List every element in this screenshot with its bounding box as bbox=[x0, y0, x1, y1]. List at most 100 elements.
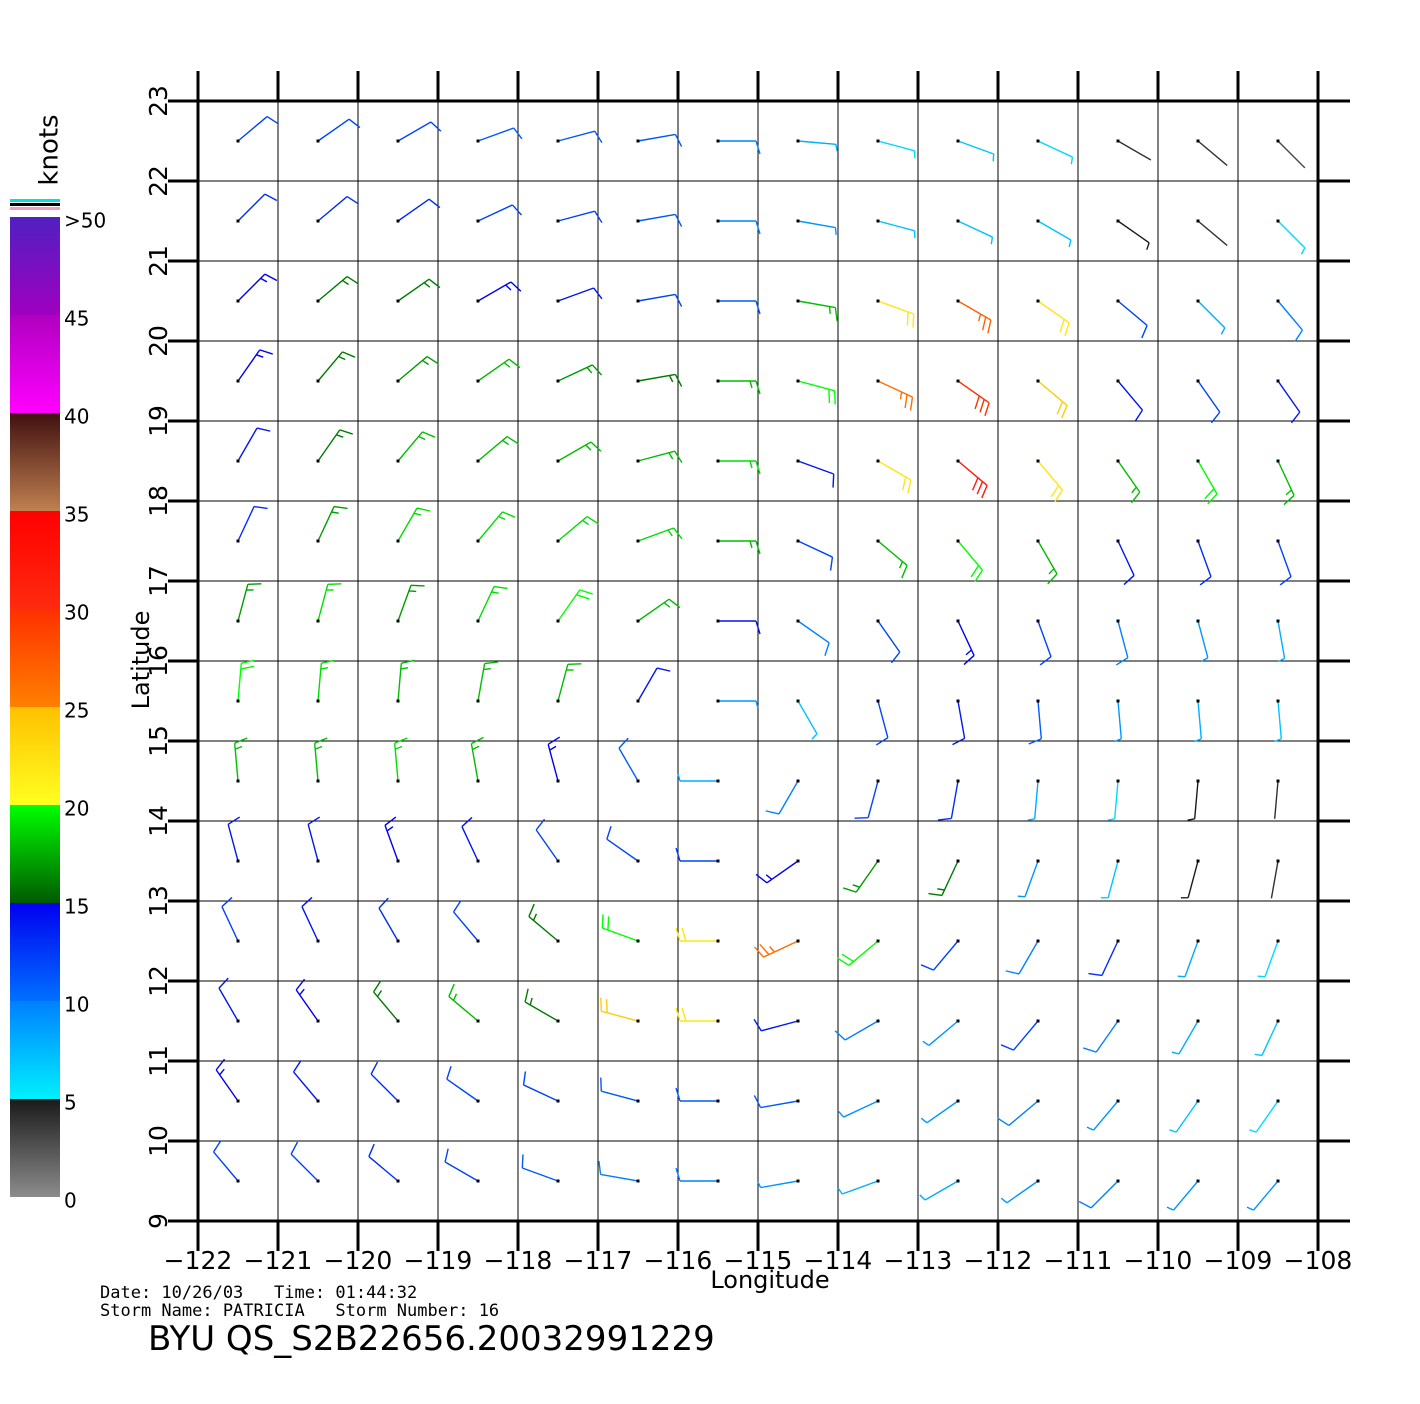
barb-station bbox=[716, 379, 720, 383]
wind-barb bbox=[535, 818, 559, 862]
wind-barb bbox=[755, 860, 799, 884]
barb-station bbox=[316, 1019, 320, 1023]
wind-barb bbox=[477, 358, 521, 382]
wind-barb bbox=[1171, 1020, 1199, 1055]
wind-barb bbox=[1017, 860, 1039, 898]
barb-station bbox=[1276, 299, 1280, 303]
wind-barb bbox=[1273, 780, 1279, 819]
wind-barb bbox=[1117, 220, 1150, 250]
wind-barb bbox=[675, 847, 718, 862]
wind-barb bbox=[797, 300, 838, 322]
barb-station bbox=[476, 539, 480, 543]
wind-barb bbox=[1117, 300, 1148, 339]
barb-station bbox=[396, 1099, 400, 1103]
wind-barb bbox=[237, 193, 278, 222]
x-axis-label: Longitude bbox=[710, 1266, 829, 1294]
barb-station bbox=[716, 1099, 720, 1103]
wind-barb bbox=[1037, 380, 1068, 419]
wind-barb bbox=[718, 380, 761, 395]
barb-station bbox=[236, 1179, 240, 1183]
wind-barb bbox=[922, 1020, 959, 1047]
barb-station bbox=[876, 699, 880, 703]
barb-station bbox=[956, 1179, 960, 1183]
barb-station bbox=[1196, 1179, 1200, 1183]
wind-barb bbox=[237, 115, 279, 142]
barb-station bbox=[396, 1179, 400, 1183]
wind-barb bbox=[557, 130, 603, 144]
barb-station bbox=[316, 859, 320, 863]
wind-barb bbox=[1000, 1020, 1039, 1051]
wind-barb bbox=[1254, 1020, 1279, 1057]
barb-station bbox=[716, 619, 720, 623]
wind-barb bbox=[317, 195, 359, 222]
colorbar-tick-label: 20 bbox=[64, 797, 89, 821]
wind-barb bbox=[598, 1160, 639, 1182]
wind-barb bbox=[1037, 220, 1072, 248]
wind-barb bbox=[397, 584, 425, 622]
wind-barb bbox=[452, 900, 479, 942]
barb-station bbox=[716, 1179, 720, 1183]
barb-station bbox=[1036, 219, 1040, 223]
x-tick-label: −109 bbox=[1204, 1246, 1273, 1275]
wind-barb bbox=[877, 380, 914, 411]
footer-storm: Storm Name: PATRICIA Storm Number: 16 bbox=[100, 1301, 499, 1321]
barb-station bbox=[1196, 779, 1200, 783]
wind-barb bbox=[957, 220, 994, 245]
x-tick-label: −110 bbox=[1124, 1246, 1193, 1275]
wind-barb bbox=[957, 300, 992, 334]
barb-station bbox=[1276, 859, 1280, 863]
colorbar-tick-label: 40 bbox=[64, 405, 89, 429]
barb-station bbox=[556, 139, 560, 143]
colorbar: 0 5 10 15 20 25 30 35 40 45 >50 bbox=[10, 199, 106, 1213]
barb-station bbox=[1196, 699, 1200, 703]
x-tick-label: −117 bbox=[564, 1246, 633, 1275]
barb-station bbox=[316, 779, 320, 783]
wind-barb bbox=[397, 278, 441, 302]
colorbar-label: knots bbox=[35, 114, 65, 185]
colorbar-cap bbox=[10, 199, 60, 202]
wind-barb bbox=[477, 585, 508, 622]
barb-station bbox=[316, 939, 320, 943]
barb-station bbox=[956, 139, 960, 143]
barb-station bbox=[1276, 139, 1280, 143]
barb-station bbox=[556, 619, 560, 623]
barb-station bbox=[1196, 1019, 1200, 1023]
colorbar-tick-label: 25 bbox=[64, 699, 89, 723]
barb-station bbox=[476, 459, 480, 463]
wind-barb bbox=[215, 1058, 239, 1102]
barb-station bbox=[476, 1099, 480, 1103]
barb-station bbox=[1036, 1099, 1040, 1103]
y-tick-label: 20 bbox=[144, 325, 173, 357]
barb-station bbox=[636, 619, 640, 623]
barb-station bbox=[716, 539, 720, 543]
barb-station bbox=[1036, 139, 1040, 143]
barb-station bbox=[876, 299, 880, 303]
barb-station bbox=[556, 859, 560, 863]
barb-station bbox=[236, 1019, 240, 1023]
barb-station bbox=[396, 219, 400, 223]
wind-barb bbox=[797, 220, 837, 235]
barb-station bbox=[1036, 939, 1040, 943]
barb-station bbox=[1116, 139, 1120, 143]
barb-station bbox=[1036, 619, 1040, 623]
barb-station bbox=[476, 1019, 480, 1023]
wind-barb bbox=[378, 897, 399, 942]
wind-barb bbox=[1117, 540, 1135, 586]
wind-barb bbox=[718, 220, 761, 235]
colorbar-tick-label: >50 bbox=[64, 209, 106, 233]
wind-barb bbox=[928, 860, 959, 897]
wind-barb bbox=[1086, 1100, 1119, 1131]
wind-barb bbox=[218, 977, 239, 1022]
barb-station bbox=[1116, 1019, 1120, 1023]
barb-station bbox=[1196, 539, 1200, 543]
barb-station bbox=[716, 299, 720, 303]
barb-station bbox=[1196, 139, 1200, 143]
barb-station bbox=[1036, 459, 1040, 463]
barb-station bbox=[476, 1179, 480, 1183]
barb-station bbox=[476, 379, 480, 383]
barb-station bbox=[876, 459, 880, 463]
wind-barb bbox=[446, 1066, 479, 1102]
barb-station bbox=[396, 859, 400, 863]
barb-station bbox=[716, 459, 720, 463]
wind-barb bbox=[448, 983, 479, 1022]
